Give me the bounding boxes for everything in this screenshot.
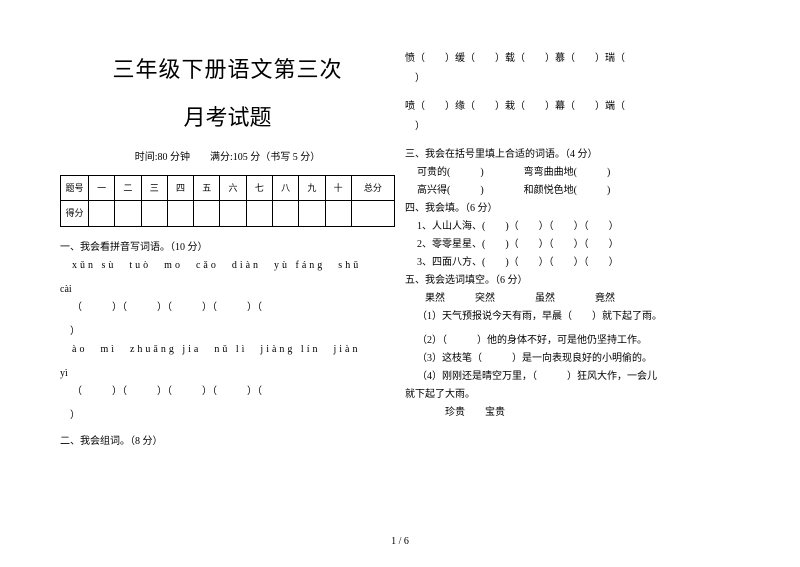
q1-pinyin2-cont: yì	[60, 365, 395, 383]
score-label: 得分	[61, 201, 89, 226]
q4-line1: 1、人山人海、( )（ ）（ ）（ ）	[405, 218, 740, 236]
col-header: 总分	[351, 176, 394, 201]
q1-title: 一、我会看拼音写词语。（10 分）	[60, 239, 395, 257]
col-header: 六	[220, 176, 246, 201]
score-cell	[89, 201, 115, 226]
q4-title: 四、我会填。（6 分）	[405, 200, 740, 218]
table-header-row: 题号 一 二 三 四 五 六 七 八 九 十 总分	[61, 176, 395, 201]
q3-line2: 高兴得( ) 和颜悦色地( )	[405, 182, 740, 200]
col-header: 九	[299, 176, 325, 201]
q5-line2: （2）（ ）他的身体不好，可是他仍坚持工作。	[405, 332, 740, 350]
score-cell	[351, 201, 394, 226]
question-2-title: 二、我会组词。（8 分）	[60, 433, 395, 451]
table-score-row: 得分	[61, 201, 395, 226]
col-header: 四	[167, 176, 193, 201]
score-cell	[325, 201, 351, 226]
q2-line2-cont: ）	[405, 118, 740, 136]
main-title-line2: 月考试题	[60, 98, 395, 138]
col-header: 七	[246, 176, 272, 201]
q5-line3: （3）这枝笔（ ）是一向表现良好的小明偷的。	[405, 350, 740, 368]
q2-line2: 喷（ ）缘（ ）栽（ ）幕（ ）端（	[405, 98, 740, 116]
q5-line4-cont: 就下起了大雨。	[405, 386, 740, 404]
score-cell	[194, 201, 220, 226]
score-cell	[246, 201, 272, 226]
q1-pinyin1-cont: cài	[60, 281, 395, 299]
header-label: 题号	[61, 176, 89, 201]
q1-blanks2-cont: ）	[60, 407, 395, 425]
q2-title: 二、我会组词。（8 分）	[60, 433, 395, 451]
col-header: 五	[194, 176, 220, 201]
page-number: 1 / 6	[391, 536, 409, 547]
score-cell	[115, 201, 141, 226]
left-column: 三年级下册语文第三次 月考试题 时间:80 分钟 满分:105 分（书写 5 分…	[60, 50, 395, 510]
q2-line1-cont: ）	[405, 70, 740, 88]
q5-line1: （1）天气预报说今天有雨，早晨（ ）就下起了雨。	[405, 308, 740, 326]
q5-words1: 果然 突然 虽然 竟然	[405, 290, 740, 308]
q1-pinyin1: xǔn sù tuò mo cǎo diàn yù fáng shū	[72, 257, 395, 275]
q5-title: 五、我会选词填空。（6 分）	[405, 272, 740, 290]
right-column: 愤（ ）缓（ ）载（ ）慕（ ）瑞（ ） 喷（ ）缘（ ）栽（ ）幕（ ）端（ …	[405, 50, 740, 510]
q1-blanks1: （ ）（ ）（ ）（ ）（	[72, 299, 395, 317]
q1-blanks1-cont: ）	[60, 323, 395, 341]
q3-title: 三、我会在括号里填上合适的词语。（4 分）	[405, 146, 740, 164]
q5-line4: （4）刚刚还是晴空万里，（ ）狂风大作，一会儿	[405, 368, 740, 386]
col-header: 二	[115, 176, 141, 201]
exam-info: 时间:80 分钟 满分:105 分（书写 5 分）	[60, 149, 395, 167]
question-1: 一、我会看拼音写词语。（10 分） xǔn sù tuò mo cǎo diàn…	[60, 239, 395, 425]
main-title-line1: 三年级下册语文第三次	[60, 50, 395, 90]
score-cell	[167, 201, 193, 226]
q1-pinyin2: ào mì zhuāng jia nǔ lì jiàng lín jiàn	[72, 341, 395, 359]
col-header: 十	[325, 176, 351, 201]
score-table: 题号 一 二 三 四 五 六 七 八 九 十 总分 得分	[60, 175, 395, 226]
score-cell	[141, 201, 167, 226]
q5-words2: 珍贵 宝贵	[405, 404, 740, 422]
col-header: 三	[141, 176, 167, 201]
col-header: 一	[89, 176, 115, 201]
q4-line2: 2、零零星星、( )（ ）（ ）（ ）	[405, 236, 740, 254]
score-cell	[220, 201, 246, 226]
q1-blanks2: （ ）（ ）（ ）（ ）（	[72, 383, 395, 401]
score-cell	[272, 201, 298, 226]
score-cell	[299, 201, 325, 226]
q3-line1: 可贵的( ) 弯弯曲曲地( )	[405, 164, 740, 182]
col-header: 八	[272, 176, 298, 201]
q2-line1: 愤（ ）缓（ ）载（ ）慕（ ）瑞（	[405, 50, 740, 68]
q4-line3: 3、四面八方、( )（ ）（ ）（ ）	[405, 254, 740, 272]
